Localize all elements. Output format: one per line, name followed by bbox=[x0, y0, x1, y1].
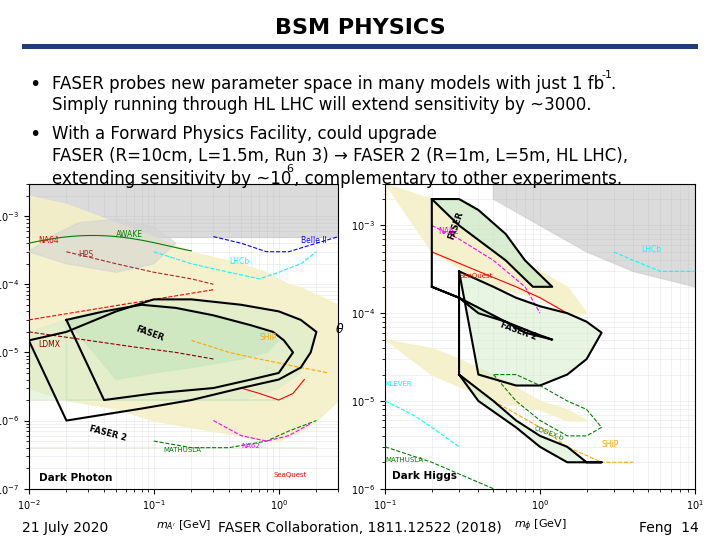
X-axis label: $m_{A^\prime}$ [GeV]: $m_{A^\prime}$ [GeV] bbox=[156, 518, 211, 531]
Polygon shape bbox=[29, 299, 316, 448]
Text: •: • bbox=[29, 125, 40, 144]
Text: -1: -1 bbox=[602, 70, 613, 80]
Text: AWAKE: AWAKE bbox=[116, 230, 143, 239]
Text: FASER Collaboration, 1811.12522 (2018): FASER Collaboration, 1811.12522 (2018) bbox=[218, 521, 502, 535]
Text: KLEVER: KLEVER bbox=[385, 381, 412, 387]
Y-axis label: $\theta$: $\theta$ bbox=[336, 322, 345, 336]
Text: , complementary to other experiments.: , complementary to other experiments. bbox=[294, 170, 622, 187]
FancyBboxPatch shape bbox=[22, 44, 698, 49]
Text: Dark Higgs: Dark Higgs bbox=[392, 471, 456, 481]
Text: CODEX-b: CODEX-b bbox=[533, 426, 564, 442]
Text: Feng  14: Feng 14 bbox=[639, 521, 698, 535]
X-axis label: $m_\phi$ [GeV]: $m_\phi$ [GeV] bbox=[513, 518, 567, 534]
Text: FASER probes new parameter space in many models with just 1 fb: FASER probes new parameter space in many… bbox=[52, 75, 604, 92]
Text: MATHUSLA: MATHUSLA bbox=[163, 447, 202, 453]
Text: NA62: NA62 bbox=[438, 227, 459, 236]
Text: SeaQuest: SeaQuest bbox=[273, 472, 307, 478]
Text: BSM PHYSICS: BSM PHYSICS bbox=[275, 18, 445, 38]
Text: 6: 6 bbox=[287, 164, 294, 174]
Polygon shape bbox=[29, 219, 176, 272]
Text: NA64: NA64 bbox=[39, 236, 60, 245]
Text: extending sensitivity by ~10: extending sensitivity by ~10 bbox=[52, 170, 291, 187]
Text: •: • bbox=[29, 75, 40, 93]
Text: NA62: NA62 bbox=[241, 443, 260, 449]
Text: .: . bbox=[610, 75, 615, 92]
Text: FASER 2: FASER 2 bbox=[500, 320, 539, 342]
Text: HPS: HPS bbox=[78, 250, 94, 259]
Text: Belle II: Belle II bbox=[301, 236, 327, 245]
Text: LHCb: LHCb bbox=[229, 256, 249, 266]
Polygon shape bbox=[493, 184, 695, 287]
Text: Simply running through HL LHC will extend sensitivity by ~3000.: Simply running through HL LHC will exten… bbox=[52, 96, 591, 114]
Text: FASER: FASER bbox=[447, 211, 465, 241]
Polygon shape bbox=[432, 199, 552, 340]
Text: Dark Photon: Dark Photon bbox=[39, 473, 112, 483]
Text: SeaQuest: SeaQuest bbox=[459, 273, 492, 279]
Text: With a Forward Physics Facility, could upgrade: With a Forward Physics Facility, could u… bbox=[52, 125, 437, 143]
Text: LDMX: LDMX bbox=[39, 340, 60, 349]
Text: FASER (R=10cm, L=1.5m, Run 3) → FASER 2 (R=1m, L=5m, HL LHC),: FASER (R=10cm, L=1.5m, Run 3) → FASER 2 … bbox=[52, 147, 628, 165]
Polygon shape bbox=[459, 271, 602, 462]
Text: LHCb: LHCb bbox=[641, 245, 661, 254]
Text: FASER 2: FASER 2 bbox=[89, 424, 127, 443]
Text: MATHUSLA: MATHUSLA bbox=[385, 457, 423, 463]
Text: SHiP: SHiP bbox=[259, 333, 276, 342]
Polygon shape bbox=[66, 305, 279, 400]
Text: 21 July 2020: 21 July 2020 bbox=[22, 521, 108, 535]
Text: SHiP: SHiP bbox=[602, 440, 619, 449]
Text: FASER: FASER bbox=[135, 324, 165, 342]
